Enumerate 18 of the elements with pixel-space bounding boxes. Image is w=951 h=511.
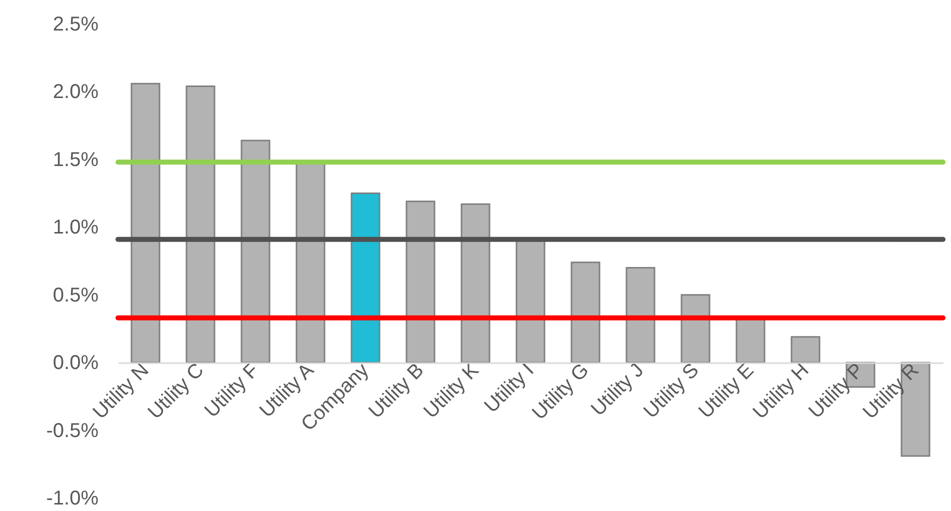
y-tick-label: 2.5% [52,14,99,36]
bar [790,336,820,364]
y-tick-label: 1.5% [52,148,99,171]
bar [406,200,436,364]
y-tick-label: 0.5% [52,284,99,306]
bar [186,86,216,364]
bar [680,294,710,364]
y-tick-label: 1.0% [52,216,99,239]
bar [570,262,600,364]
y-tick-label: -0.5% [46,420,99,442]
y-tick-label: -1.0% [46,488,99,510]
bar [130,82,160,364]
y-tick-label: 2.0% [52,81,99,104]
bar [240,140,270,364]
bar [626,267,656,364]
bar [350,192,380,364]
bar [460,203,490,364]
y-tick-label: 0.0% [52,352,99,374]
